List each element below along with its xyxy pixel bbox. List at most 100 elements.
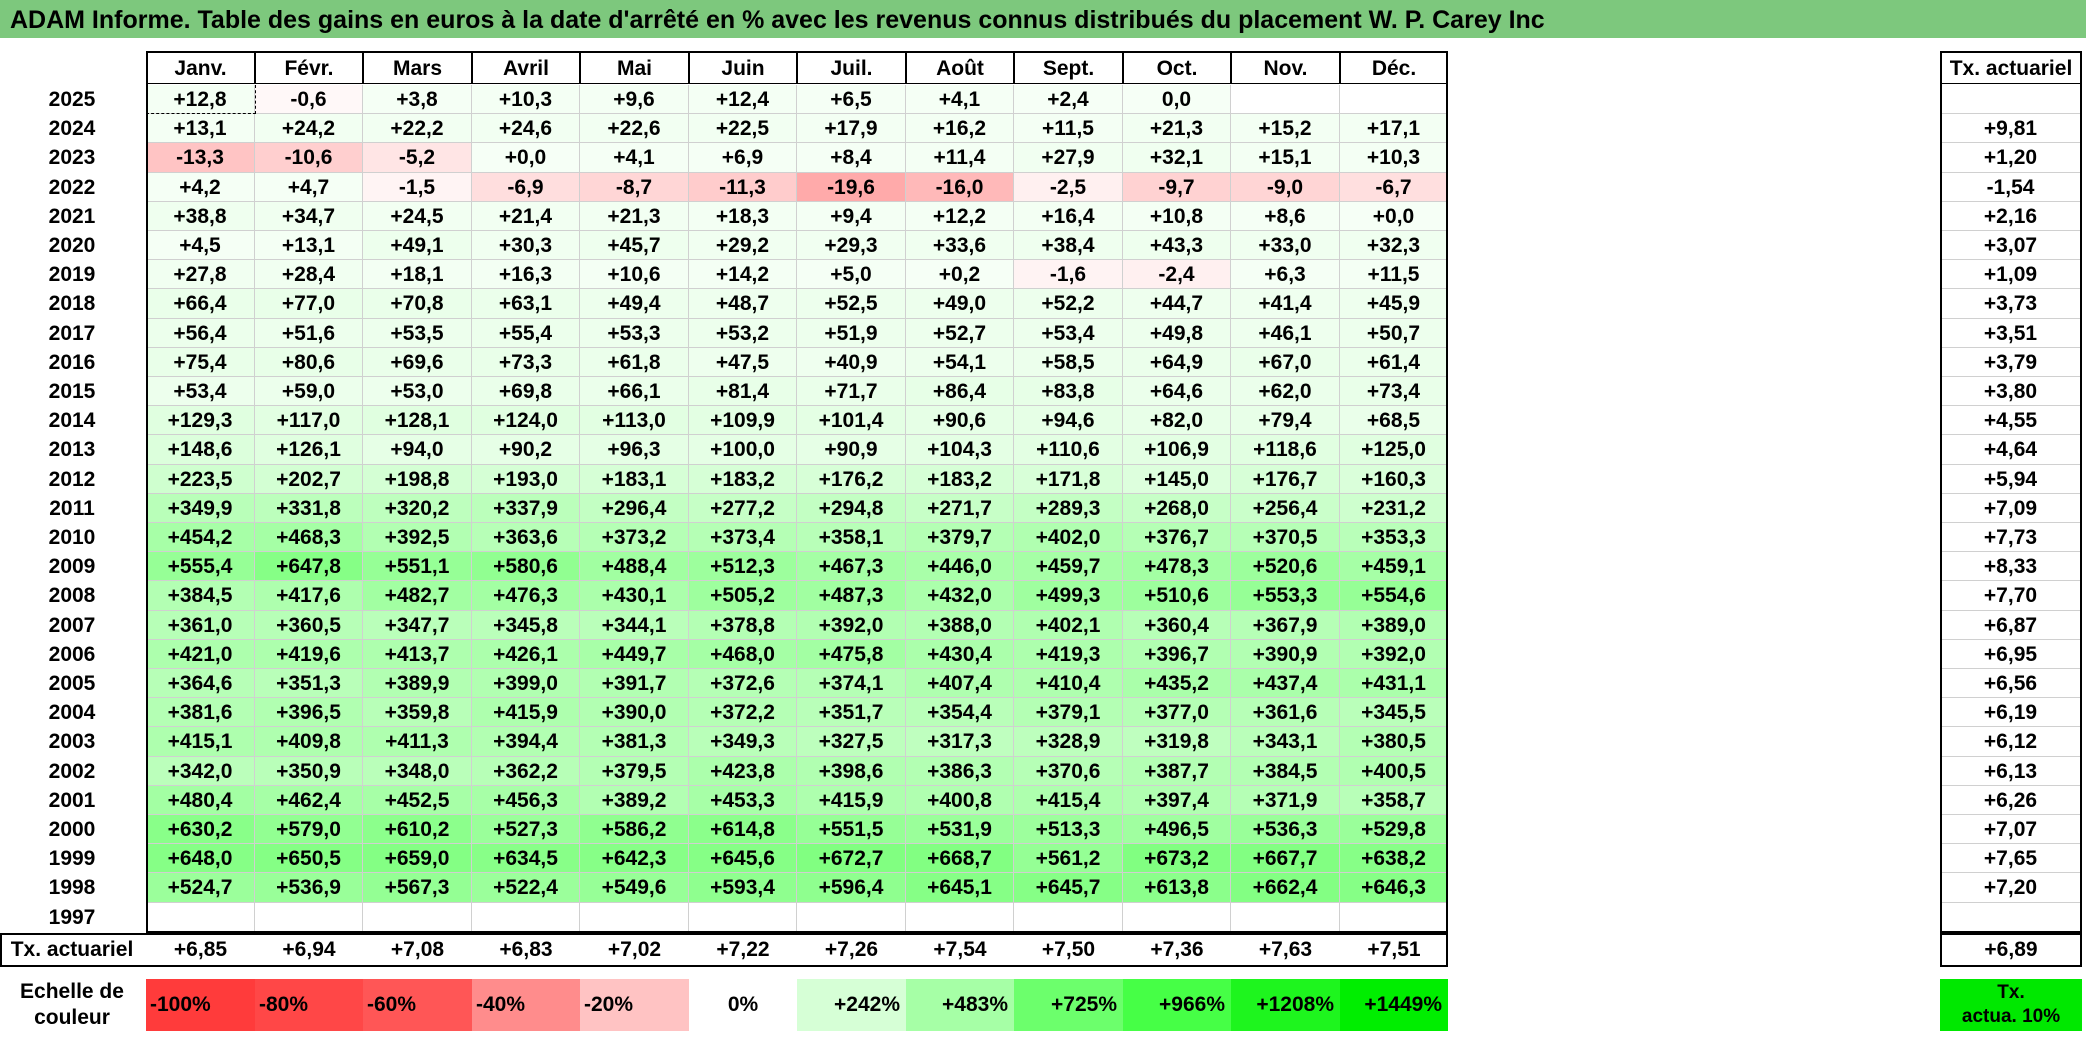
gain-cell: +49,8	[1123, 319, 1231, 348]
gain-cell: +14,2	[689, 260, 797, 289]
gain-cell: +360,4	[1123, 611, 1231, 640]
gain-cell: +56,4	[146, 319, 255, 348]
gain-cell: +15,1	[1231, 143, 1340, 173]
gain-cell: +358,7	[1340, 786, 1448, 815]
gain-cell: +388,0	[906, 611, 1014, 640]
gain-cell: +94,0	[363, 435, 472, 465]
gain-cell	[1231, 903, 1340, 932]
gain-cell: +183,1	[580, 465, 689, 494]
gain-cell: +345,5	[1340, 698, 1448, 727]
gain-cell: +410,4	[1014, 669, 1123, 698]
gain-cell: +24,2	[255, 114, 363, 143]
gain-cell: +645,1	[906, 873, 1014, 903]
rate-cell: +7,09	[1940, 494, 2082, 523]
gain-cell: +69,6	[363, 348, 472, 377]
gain-cell: +554,6	[1340, 581, 1448, 611]
gain-cell: +392,0	[797, 611, 906, 640]
gain-cell: +4,1	[906, 85, 1014, 114]
gain-cell: +647,8	[255, 552, 363, 581]
gain-cell: +81,4	[689, 377, 797, 406]
rate-cell: +4,55	[1940, 406, 2082, 435]
year-label: 2006	[48, 643, 96, 666]
year-label: 1998	[48, 876, 96, 899]
gain-cell: +411,3	[363, 727, 472, 757]
gain-cell: +646,3	[1340, 873, 1448, 903]
gain-cell: +45,9	[1340, 289, 1448, 319]
gain-cell: +21,3	[580, 202, 689, 231]
gain-cell: +73,4	[1340, 377, 1448, 406]
year-label: 2004	[48, 701, 96, 724]
year-label: 1999	[48, 847, 96, 870]
gain-cell: +16,3	[472, 260, 580, 289]
rate-cell: +2,16	[1940, 202, 2082, 231]
gain-cell	[1123, 903, 1231, 932]
gain-cell: +223,5	[146, 465, 255, 494]
gain-cell: +53,0	[363, 377, 472, 406]
rate-scale-swatch: Tx. actua. 10%	[1940, 979, 2082, 1031]
gain-cell: +351,7	[797, 698, 906, 727]
gain-cell	[1231, 85, 1340, 114]
color-scale-swatch: +242%	[797, 979, 906, 1031]
gain-cell: +373,4	[689, 523, 797, 552]
gain-cell: +48,7	[689, 289, 797, 319]
gain-cell: +349,3	[689, 727, 797, 757]
gain-cell: +480,4	[146, 786, 255, 815]
gain-cell: +34,7	[255, 202, 363, 231]
gain-cell: +4,5	[146, 231, 255, 260]
gain-cell: +359,8	[363, 698, 472, 727]
summary-rate-cell: +7,22	[689, 933, 797, 967]
gain-cell: +397,4	[1123, 786, 1231, 815]
gain-cell: +4,1	[580, 143, 689, 173]
gain-cell: +510,6	[1123, 581, 1231, 611]
rate-cell: +6,87	[1940, 611, 2082, 640]
gain-cell: +396,7	[1123, 640, 1231, 669]
gain-cell: +17,9	[797, 114, 906, 143]
gain-cell: +10,6	[580, 260, 689, 289]
gain-cell: +380,5	[1340, 727, 1448, 757]
gain-cell: +390,9	[1231, 640, 1340, 669]
gain-cell	[255, 903, 363, 932]
gain-cell: +61,8	[580, 348, 689, 377]
summary-rate-cell: +6,94	[255, 933, 363, 967]
month-header: Févr.	[255, 51, 363, 84]
gain-cell: +638,2	[1340, 844, 1448, 873]
gain-cell: +512,3	[689, 552, 797, 581]
gain-cell: +384,5	[1231, 757, 1340, 786]
summary-rate-cell: +7,08	[363, 933, 472, 967]
gain-cell: +389,2	[580, 786, 689, 815]
summary-rate-cell: +7,50	[1014, 933, 1123, 967]
gain-cell: +634,5	[472, 844, 580, 873]
gain-cell	[1340, 903, 1448, 932]
color-scale-label: Echelle de couleur	[0, 979, 144, 1031]
gain-cell: +296,4	[580, 494, 689, 523]
gain-cell: +101,4	[797, 406, 906, 435]
gain-cell: +271,7	[906, 494, 1014, 523]
report-title: ADAM Informe. Table des gains en euros à…	[0, 0, 2086, 38]
gain-cell: +351,3	[255, 669, 363, 698]
gain-cell: +0,0	[1340, 202, 1448, 231]
year-label: 2001	[48, 789, 96, 812]
gain-cell: +370,6	[1014, 757, 1123, 786]
gain-cell: +630,2	[146, 815, 255, 844]
gain-cell: +370,5	[1231, 523, 1340, 552]
gain-cell: +5,0	[797, 260, 906, 289]
gain-cell: +52,2	[1014, 289, 1123, 319]
gain-cell: +80,6	[255, 348, 363, 377]
gain-cell: +417,6	[255, 581, 363, 611]
gain-cell: +462,4	[255, 786, 363, 815]
gain-cell: +77,0	[255, 289, 363, 319]
gain-cell: +505,2	[689, 581, 797, 611]
gain-cell: +672,7	[797, 844, 906, 873]
gain-cell: +337,9	[472, 494, 580, 523]
gain-cell: +389,0	[1340, 611, 1448, 640]
rate-cell: +7,65	[1940, 844, 2082, 873]
gain-cell: +555,4	[146, 552, 255, 581]
gain-cell: +551,1	[363, 552, 472, 581]
gain-cell: +527,3	[472, 815, 580, 844]
year-label: 2013	[48, 438, 96, 461]
gain-cell: +38,8	[146, 202, 255, 231]
gain-cell: +529,8	[1340, 815, 1448, 844]
gain-cell: +49,1	[363, 231, 472, 260]
gain-cell: +317,3	[906, 727, 1014, 757]
gain-cell: +44,7	[1123, 289, 1231, 319]
